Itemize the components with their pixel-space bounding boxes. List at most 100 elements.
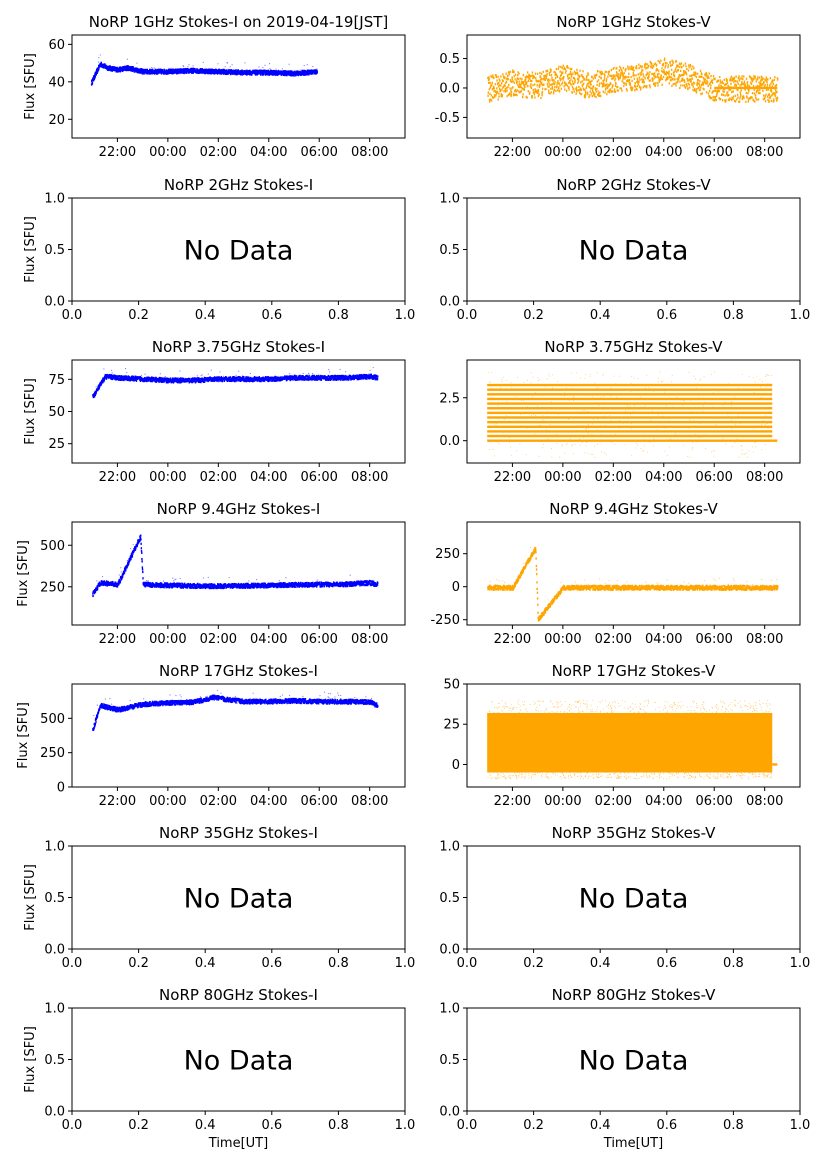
data-point: [731, 428, 733, 430]
band-stripe: [487, 430, 773, 433]
data-point: [653, 398, 655, 400]
data-point: [201, 374, 203, 376]
data-point: [502, 85, 505, 89]
data-point: [494, 412, 496, 414]
data-point: [534, 414, 536, 416]
data-point: [682, 71, 684, 74]
data-point: [578, 75, 580, 77]
data-point: [534, 83, 536, 86]
data-point: [728, 98, 730, 102]
data-point: [760, 424, 762, 426]
data-point: [546, 441, 548, 443]
data-point: [704, 73, 707, 76]
data-point: [614, 84, 617, 87]
data-point: [662, 64, 664, 67]
data-point: [110, 374, 113, 377]
data-point: [651, 72, 653, 76]
data-point: [119, 375, 122, 379]
data-point: [375, 378, 377, 381]
data-point: [488, 98, 491, 101]
data-point: [531, 80, 533, 83]
data-point: [489, 85, 492, 88]
data-point: [131, 379, 133, 382]
data-point: [701, 410, 703, 412]
data-point: [760, 75, 763, 78]
data-point: [665, 427, 667, 429]
data-point: [670, 79, 672, 82]
data-point: [712, 406, 714, 408]
data-point: [660, 59, 662, 62]
x-tick-label: 08:00: [351, 470, 388, 485]
data-point: [693, 89, 695, 92]
data-point: [560, 65, 562, 68]
no-data-label: No Data: [579, 236, 689, 267]
data-point: [584, 410, 586, 412]
data-point: [659, 76, 662, 79]
data-point: [761, 76, 763, 79]
data-point: [756, 375, 758, 377]
data-point: [697, 425, 699, 427]
data-point: [199, 68, 202, 71]
data-point: [677, 76, 679, 78]
data-point: [689, 86, 691, 89]
data-point: [269, 380, 272, 382]
data-point: [589, 81, 591, 85]
data-point: [633, 69, 635, 72]
x-tick-label: 00:00: [544, 145, 581, 160]
data-point: [522, 76, 524, 78]
data-point: [569, 80, 571, 83]
data-point: [529, 74, 531, 78]
data-point: [724, 401, 726, 403]
data-point: [497, 75, 499, 78]
data-point: [200, 374, 202, 377]
data-point: [582, 76, 584, 79]
data-point: [693, 71, 695, 74]
data-point: [521, 81, 524, 84]
data-point: [586, 83, 589, 86]
data-point: [491, 81, 493, 84]
data-point: [105, 64, 107, 67]
data-point: [172, 379, 174, 382]
data-point: [622, 74, 624, 77]
data-point: [597, 79, 600, 82]
data-point: [771, 85, 774, 88]
data-point: [488, 88, 491, 91]
data-point: [306, 73, 308, 76]
data-point: [514, 78, 516, 81]
data-point: [537, 90, 540, 93]
data-point: [555, 73, 557, 76]
data-point: [533, 90, 535, 93]
data-point: [489, 100, 491, 103]
data-point: [530, 85, 532, 88]
data-point: [514, 73, 517, 76]
data-point: [637, 81, 639, 85]
panel-title: NoRP 2GHz Stokes-V: [556, 176, 711, 194]
data-point: [175, 378, 177, 381]
data-point: [240, 379, 243, 382]
data-point: [122, 69, 125, 72]
data-point: [540, 83, 542, 86]
data-point: [256, 69, 258, 72]
data-point: [236, 73, 238, 76]
data-point: [621, 80, 623, 83]
data-point: [518, 403, 520, 405]
data-point: [686, 77, 689, 80]
data-point: [645, 71, 647, 73]
data-point: [194, 377, 196, 381]
data-point: [235, 379, 238, 382]
data-point: [727, 93, 730, 97]
data-point: [94, 75, 97, 78]
data-point: [643, 73, 645, 76]
data-point: [597, 403, 599, 405]
data-point: [564, 392, 566, 394]
data-point: [516, 77, 519, 80]
data-point: [520, 85, 522, 88]
data-point: [301, 71, 303, 73]
data-point: [591, 423, 593, 425]
data-point: [539, 71, 541, 75]
data-point: [182, 377, 184, 381]
data-point: [565, 69, 567, 72]
data-point: [645, 404, 647, 406]
data-point: [615, 82, 617, 85]
data-point: [640, 86, 642, 90]
